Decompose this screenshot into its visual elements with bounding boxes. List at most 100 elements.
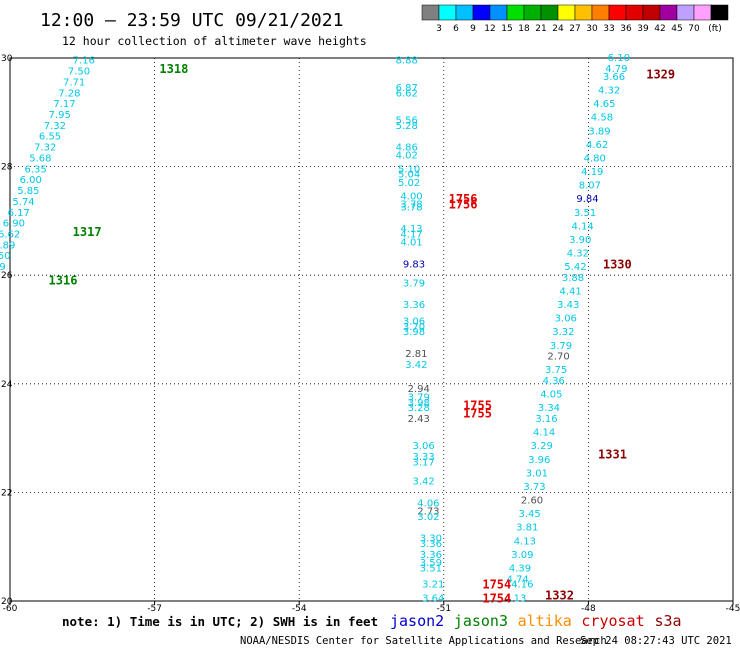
wave-height-value: 6.17 xyxy=(8,208,30,219)
colorbar-label: 9 xyxy=(470,24,476,34)
wave-height-value: 6.35 xyxy=(0,273,1,284)
colorbar-unit: (ft) xyxy=(708,24,722,34)
wave-height-value: 3.98 xyxy=(408,398,430,409)
colorbar-swatch xyxy=(676,4,695,21)
wave-height-value: 3.96 xyxy=(528,455,550,466)
colorbar-swatch xyxy=(438,4,457,21)
data-points: 7.167.507.717.287.177.957.326.557.325.68… xyxy=(0,53,630,604)
wave-height-value: 3.79 xyxy=(408,392,430,403)
wave-height-value: 2.43 xyxy=(408,414,430,425)
wave-height-value: 3.36 xyxy=(420,539,442,550)
wave-height-value: 2.70 xyxy=(547,352,569,363)
colorbar-label: 18 xyxy=(518,24,530,34)
wave-height-value: 4.14 xyxy=(533,428,555,439)
wave-height-value: 3.78 xyxy=(400,202,422,213)
wave-height-value: 3.29 xyxy=(531,441,553,452)
wave-height-value: 3.34 xyxy=(538,403,560,414)
colorbar-label: 36 xyxy=(620,24,632,34)
wave-height-value: 3.79 xyxy=(403,278,425,289)
pass-number-label: 1756 xyxy=(449,198,478,212)
wave-height-value: 3.70 xyxy=(403,322,425,333)
wave-height-value: 6.35 xyxy=(24,164,46,175)
satellite-legend-entry: jason3 xyxy=(454,612,508,630)
wave-height-value: 4.39 xyxy=(509,563,531,574)
wave-height-value: 4.80 xyxy=(584,153,606,164)
x-tick-label: -51 xyxy=(436,604,451,614)
wave-height-value: 3.33 xyxy=(412,452,434,463)
wave-height-value: 8.07 xyxy=(579,181,601,192)
wave-height-value: 3.81 xyxy=(516,523,538,534)
footer-credit: NOAA/NESDIS Center for Satellite Applica… xyxy=(240,635,607,647)
colorbar-swatch xyxy=(506,4,525,21)
colorbar-label: 45 xyxy=(671,24,682,34)
satellite-legend: jason2 jason3 altika cryosat s3a xyxy=(390,612,682,630)
wave-height-value: 2.94 xyxy=(408,384,430,395)
wave-height-value: 3.42 xyxy=(412,477,434,488)
pass-number-label: 1329 xyxy=(646,67,675,81)
wave-height-value: 4.16 xyxy=(511,580,533,591)
wave-height-value: 6.87 xyxy=(396,83,418,94)
wave-height-value: 4.32 xyxy=(598,86,620,97)
wave-height-value: 3.90 xyxy=(569,235,591,246)
wave-height-value: 6.00 xyxy=(20,175,42,186)
wave-height-value: 4.17 xyxy=(400,229,422,240)
wave-height-value: 9.83 xyxy=(403,259,425,270)
wave-height-value: 3.64 xyxy=(422,593,444,604)
satellite-legend-entry: altika xyxy=(518,612,572,630)
wave-height-value: 3.45 xyxy=(519,509,541,520)
wave-height-value: 6.89 xyxy=(0,240,15,251)
wave-height-value: 3.59 xyxy=(420,558,442,569)
wave-height-value: 5.85 xyxy=(17,186,39,197)
wave-height-value: 3.16 xyxy=(535,414,557,425)
wave-height-value: 3.43 xyxy=(557,300,579,311)
colorbar-swatch xyxy=(659,4,678,21)
wave-height-value: 5.56 xyxy=(396,115,418,126)
wave-height-value: 4.32 xyxy=(567,248,589,259)
pass-number-label: 1330 xyxy=(603,257,632,271)
wave-height-value: 6.50 xyxy=(0,251,11,262)
colorbar-label: 24 xyxy=(552,24,564,34)
wave-height-value: 3.66 xyxy=(603,72,625,83)
footer-timestamp: Sep 24 08:27:43 UTC 2021 xyxy=(580,635,732,647)
wave-height-value: 4.19 xyxy=(581,167,603,178)
colorbar-swatch xyxy=(540,4,559,21)
wave-height-value: 3.79 xyxy=(550,341,572,352)
wave-height-value: 4.86 xyxy=(396,143,418,154)
y-tick-label: 24 xyxy=(1,380,13,390)
wave-height-value: 4.05 xyxy=(540,390,562,401)
wave-height-value: 6.90 xyxy=(3,219,25,230)
colorbar-label: 30 xyxy=(586,24,598,34)
wave-height-value: 5.68 xyxy=(29,153,51,164)
colorbar-swatch xyxy=(710,4,729,21)
colorbar-swatch xyxy=(523,4,542,21)
colorbar-label: 12 xyxy=(484,24,495,34)
chart-subtitle: 12 hour collection of altimeter wave hei… xyxy=(62,34,367,48)
wave-height-value: 4.13 xyxy=(400,224,422,235)
x-tick-label: -57 xyxy=(147,604,162,614)
note-text: note: 1) Time is in UTC; 2) SWH is in fe… xyxy=(62,614,378,629)
colorbar-label: 33 xyxy=(603,24,614,34)
wave-height-value: 3.42 xyxy=(405,360,427,371)
wave-height-value: 6.29 xyxy=(0,262,6,273)
wave-height-value: 3.09 xyxy=(511,550,533,561)
wave-height-value: 7.32 xyxy=(44,121,66,132)
colorbar-swatch xyxy=(591,4,610,21)
wave-height-value: 3.98 xyxy=(403,327,425,338)
satellite-legend-entry: jason2 xyxy=(390,612,444,630)
wave-height-value: 4.13 xyxy=(504,593,526,604)
wave-height-value: 3.17 xyxy=(412,458,434,469)
wave-height-value: 6.62 xyxy=(396,88,418,99)
wave-height-value: 3.73 xyxy=(523,482,545,493)
wave-height-value: 5.74 xyxy=(12,197,34,208)
wave-height-value: 4.79 xyxy=(605,64,627,75)
y-tick-label: 28 xyxy=(1,163,13,173)
wave-height-value: 3.30 xyxy=(420,534,442,545)
chart-title: 12:00 — 23:59 UTC 09/21/2021 xyxy=(40,10,343,31)
y-tick-label: 22 xyxy=(1,488,12,498)
pass-number-label: 1332 xyxy=(545,589,574,603)
wave-height-value: 3.75 xyxy=(545,365,567,376)
wave-height-value: 4.65 xyxy=(593,99,615,110)
x-tick-label: -48 xyxy=(581,604,596,614)
